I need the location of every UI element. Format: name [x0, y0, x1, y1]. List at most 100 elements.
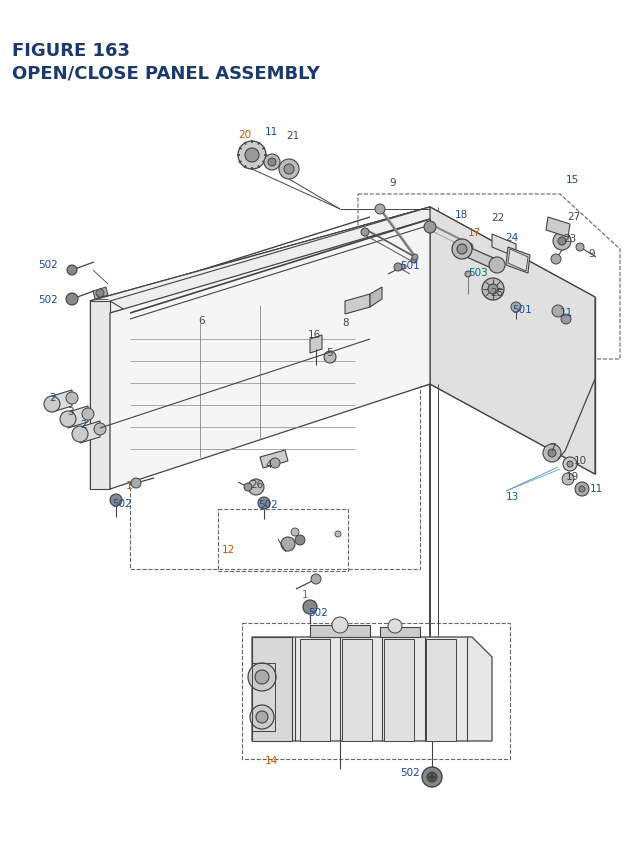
Text: 502: 502 — [308, 607, 328, 617]
Text: 10: 10 — [574, 455, 587, 466]
Text: 501: 501 — [400, 261, 420, 270]
Text: 501: 501 — [512, 305, 532, 314]
Text: 7: 7 — [549, 443, 556, 453]
Polygon shape — [492, 235, 516, 257]
Circle shape — [94, 424, 106, 436]
Circle shape — [82, 408, 94, 420]
Circle shape — [96, 289, 104, 298]
Text: 9: 9 — [588, 249, 595, 258]
Polygon shape — [110, 208, 450, 313]
Circle shape — [543, 444, 561, 462]
Circle shape — [561, 314, 571, 325]
Circle shape — [551, 255, 561, 264]
Circle shape — [291, 529, 299, 536]
Text: 1: 1 — [302, 589, 308, 599]
Text: 2: 2 — [80, 419, 86, 430]
Text: 4: 4 — [265, 460, 271, 469]
Text: 3: 3 — [67, 406, 74, 417]
Circle shape — [482, 279, 504, 300]
Polygon shape — [508, 250, 528, 272]
Circle shape — [258, 498, 270, 510]
Text: 24: 24 — [505, 232, 518, 243]
Circle shape — [255, 670, 269, 684]
Polygon shape — [370, 288, 382, 307]
Circle shape — [422, 767, 442, 787]
Circle shape — [72, 426, 88, 443]
Text: 19: 19 — [566, 472, 579, 481]
Text: 503: 503 — [468, 268, 488, 278]
Polygon shape — [384, 639, 414, 741]
Circle shape — [131, 479, 141, 488]
Text: 27: 27 — [567, 212, 580, 222]
Circle shape — [332, 617, 348, 633]
Circle shape — [575, 482, 589, 497]
Polygon shape — [252, 637, 492, 741]
Circle shape — [511, 303, 521, 313]
Text: 13: 13 — [506, 492, 519, 501]
Circle shape — [244, 483, 252, 492]
Polygon shape — [80, 422, 100, 443]
Text: 8: 8 — [342, 318, 349, 328]
Text: 9: 9 — [389, 177, 396, 188]
Circle shape — [284, 164, 294, 175]
Circle shape — [489, 257, 505, 274]
Text: 502: 502 — [400, 767, 420, 777]
Circle shape — [399, 264, 405, 270]
Text: 502: 502 — [112, 499, 132, 508]
Text: 21: 21 — [286, 131, 300, 141]
Text: 22: 22 — [491, 213, 504, 223]
Circle shape — [238, 142, 266, 170]
Text: 17: 17 — [468, 228, 481, 238]
Text: 502: 502 — [258, 499, 278, 510]
Circle shape — [375, 205, 385, 214]
Text: OPEN/CLOSE PANEL ASSEMBLY: OPEN/CLOSE PANEL ASSEMBLY — [12, 64, 320, 82]
Polygon shape — [68, 406, 88, 429]
Text: 502: 502 — [38, 294, 58, 305]
Circle shape — [268, 158, 276, 167]
Circle shape — [270, 458, 280, 468]
Circle shape — [452, 239, 472, 260]
Circle shape — [579, 486, 585, 492]
Circle shape — [250, 705, 274, 729]
Polygon shape — [90, 301, 110, 489]
Polygon shape — [430, 208, 595, 474]
Polygon shape — [310, 336, 322, 354]
Text: 25: 25 — [490, 288, 503, 298]
Circle shape — [66, 294, 78, 306]
Text: 14: 14 — [265, 755, 278, 765]
Text: 5: 5 — [326, 348, 333, 357]
Circle shape — [558, 238, 566, 245]
Circle shape — [424, 222, 436, 233]
Circle shape — [311, 574, 321, 585]
Polygon shape — [260, 450, 288, 468]
Circle shape — [411, 257, 417, 263]
Circle shape — [548, 449, 556, 457]
Text: 15: 15 — [566, 175, 579, 185]
Circle shape — [256, 711, 268, 723]
Polygon shape — [345, 294, 370, 314]
Circle shape — [562, 474, 574, 486]
Circle shape — [281, 537, 295, 551]
Circle shape — [245, 149, 259, 163]
Circle shape — [110, 494, 122, 506]
Circle shape — [394, 263, 402, 272]
Polygon shape — [110, 220, 430, 489]
Polygon shape — [506, 248, 530, 274]
Circle shape — [576, 244, 584, 251]
Circle shape — [248, 663, 276, 691]
Circle shape — [465, 244, 473, 251]
Circle shape — [60, 412, 76, 428]
Text: 20: 20 — [238, 130, 251, 139]
Circle shape — [552, 306, 564, 318]
Circle shape — [279, 160, 299, 180]
Text: 11: 11 — [560, 307, 573, 318]
Text: 26: 26 — [250, 480, 263, 489]
Polygon shape — [546, 218, 570, 238]
Text: 23: 23 — [563, 233, 576, 244]
Circle shape — [412, 255, 418, 261]
Polygon shape — [310, 625, 370, 637]
Circle shape — [465, 272, 471, 278]
Text: FIGURE 163: FIGURE 163 — [12, 42, 130, 60]
Text: 16: 16 — [308, 330, 321, 339]
Circle shape — [66, 393, 78, 405]
